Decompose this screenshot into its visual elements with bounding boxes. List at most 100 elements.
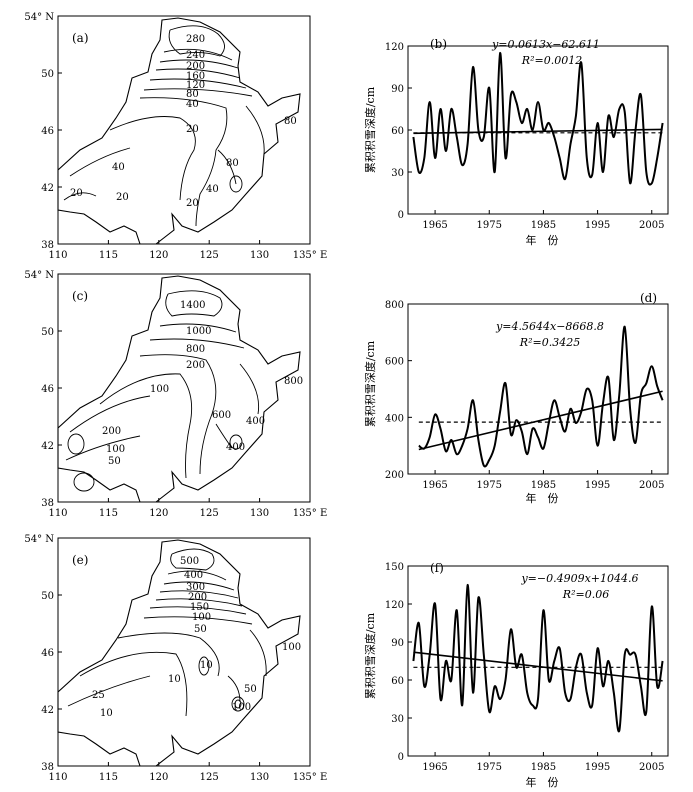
lat-tick-label: 54° N	[24, 534, 54, 545]
lon-tick-label: 135° E	[293, 508, 328, 519]
svg-text:50: 50	[194, 624, 207, 635]
svg-text:100: 100	[232, 702, 251, 713]
svg-text:200: 200	[102, 426, 121, 437]
lat-ticks: 54° N 50 46 42 38	[24, 12, 62, 251]
x-tick-label: 1975	[477, 480, 502, 491]
lat-tick-label: 54° N	[24, 270, 54, 281]
trend-line	[413, 651, 663, 682]
series-line	[412, 583, 664, 733]
lat-tick-label: 54° N	[24, 12, 54, 23]
y-tick-label: 400	[385, 413, 404, 424]
svg-text:50: 50	[108, 456, 121, 467]
y-tick-label: 800	[385, 300, 404, 311]
svg-text:300: 300	[186, 582, 205, 593]
y-axis-label: 累积积雪深度/cm	[363, 340, 377, 427]
lat-tick-label: 46	[41, 648, 54, 659]
trend-line	[418, 390, 663, 451]
svg-text:200: 200	[188, 592, 207, 603]
svg-text:800: 800	[284, 376, 303, 387]
svg-text:100: 100	[192, 612, 211, 623]
lon-tick-label: 120	[149, 508, 168, 519]
svg-text:120: 120	[186, 80, 205, 91]
y-tick-label: 60	[391, 126, 404, 137]
lon-tick-label: 120	[149, 250, 168, 261]
y-tick-label: 600	[385, 357, 404, 368]
trend-equation: y=0.0613x−62.611	[491, 38, 600, 51]
svg-text:500: 500	[180, 556, 199, 567]
svg-text:200: 200	[186, 61, 205, 72]
svg-text:100: 100	[282, 642, 301, 653]
chart-label: (d)	[640, 291, 657, 305]
x-axis-label: 年 份	[526, 775, 559, 789]
map-label: (c)	[72, 289, 88, 303]
lat-tick-label: 50	[41, 327, 54, 338]
lon-tick-label: 115	[99, 772, 118, 783]
region-outline	[57, 17, 301, 245]
svg-text:10: 10	[200, 660, 213, 671]
lon-tick-label: 110	[48, 250, 67, 261]
svg-text:600: 600	[212, 410, 231, 421]
lat-tick-label: 42	[41, 705, 54, 716]
svg-text:40: 40	[186, 99, 199, 110]
line-chart-f: 0 30 60 90 120 150 1965 1975 1985 1995 2005 (f) y=…	[363, 561, 669, 789]
y-tick-label: 200	[385, 470, 404, 481]
y-tick-label: 30	[391, 714, 404, 725]
x-tick-label: 1965	[422, 480, 447, 491]
contour-labels: 500 400 300 200 150 100 50 10 10 25 10 5…	[92, 556, 301, 719]
y-tick-label: 120	[385, 600, 404, 611]
contour-labels: 1400 1000 800 200 100 600 800 400 200 10…	[102, 300, 303, 467]
map-label: (a)	[72, 31, 89, 45]
svg-text:40: 40	[206, 184, 219, 195]
r-squared: R²=0.06	[562, 588, 609, 601]
x-tick-label: 1985	[531, 220, 556, 231]
x-tick-label: 2005	[639, 762, 664, 773]
y-axis-label: 累积积雪深度/cm	[363, 86, 377, 173]
svg-text:200: 200	[186, 360, 205, 371]
lat-tick-label: 50	[41, 591, 54, 602]
y-tick-label: 90	[391, 84, 404, 95]
plot-frame	[407, 565, 669, 757]
lon-tick-label: 120	[149, 772, 168, 783]
y-tick-label: 0	[398, 752, 404, 763]
lat-ticks: 54° N 50 46 42 38	[24, 534, 62, 773]
svg-text:10: 10	[168, 674, 181, 685]
x-tick-label: 2005	[639, 220, 664, 231]
lon-tick-label: 130	[250, 772, 269, 783]
contour-lines	[63, 25, 265, 227]
line-chart-d: 200 400 600 800 1965 1975 1985 1995 2005 (d) y=4…	[363, 291, 669, 505]
x-tick-label: 1975	[477, 220, 502, 231]
lon-tick-label: 110	[48, 508, 67, 519]
trend-equation: y=4.5644x−8668.8	[495, 320, 604, 333]
x-tick-label: 1965	[422, 762, 447, 773]
svg-text:1400: 1400	[180, 300, 205, 311]
series-line	[412, 51, 664, 186]
x-tick-label: 1975	[477, 762, 502, 773]
lat-tick-label: 38	[41, 240, 54, 251]
x-tick-label: 1985	[531, 762, 556, 773]
y-tick-label: 120	[385, 42, 404, 53]
trend-equation: y=−0.4909x+1044.6	[520, 572, 638, 585]
plot-area: 200 400 600 800 1965 1975 1985 1995 2005	[385, 300, 669, 491]
svg-text:80: 80	[284, 116, 297, 127]
line-chart-b: 0 30 60 90 120 1965 1975 1985 1995 2005 (b) y=0.0…	[363, 37, 669, 247]
svg-text:20: 20	[186, 124, 199, 135]
r-squared: R²=0.0012	[521, 54, 582, 67]
r-squared: R²=0.3425	[519, 336, 580, 349]
svg-text:20: 20	[116, 192, 129, 203]
svg-text:400: 400	[246, 416, 265, 427]
lon-ticks: 110 115 120 125 130 135° E	[48, 762, 327, 783]
lon-tick-label: 115	[99, 508, 118, 519]
svg-text:150: 150	[190, 602, 209, 613]
x-tick-label: 1965	[422, 220, 447, 231]
svg-text:400: 400	[226, 442, 245, 453]
y-tick-label: 150	[385, 562, 404, 573]
svg-text:40: 40	[112, 162, 125, 173]
lat-tick-label: 46	[41, 384, 54, 395]
lat-tick-label: 46	[41, 126, 54, 137]
y-tick-label: 90	[391, 638, 404, 649]
lon-tick-label: 135° E	[293, 772, 328, 783]
svg-text:10: 10	[100, 708, 113, 719]
svg-text:240: 240	[186, 50, 205, 61]
plot-frame	[407, 303, 669, 475]
